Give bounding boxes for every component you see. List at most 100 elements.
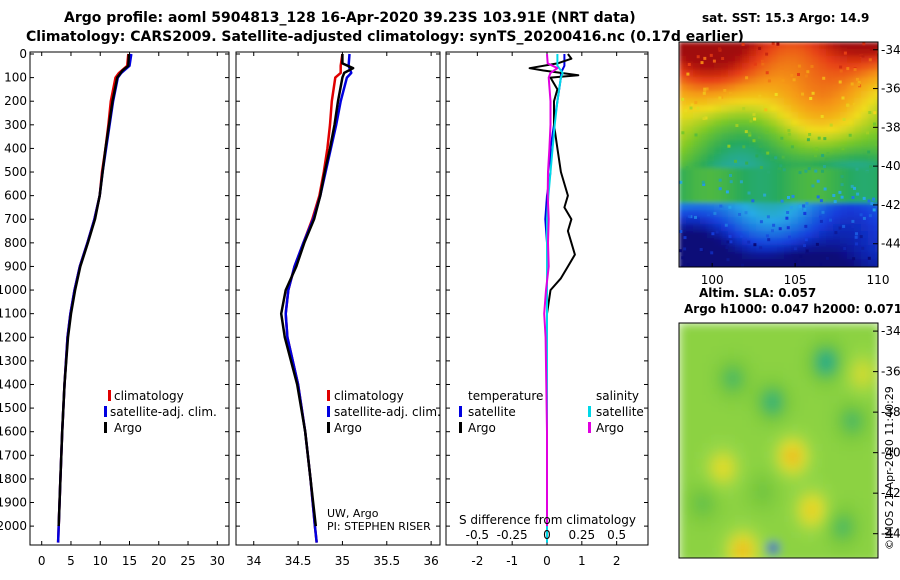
sla-cell [711,339,720,348]
sst-cell [679,252,687,260]
sst-cell [714,77,722,85]
sst-cell [749,252,757,260]
sst-cell [777,217,785,225]
legend-swatch-climatology [327,390,330,401]
sla-cell [743,323,752,332]
sla-cell [855,555,864,558]
sst-cell [714,231,722,239]
sst-cell [784,245,792,253]
sst-cell [784,217,792,225]
sst-cell [784,189,792,197]
sla-cell [871,403,878,412]
sla-cell [823,355,832,364]
sst-speckle [759,246,763,250]
sst-cell [707,63,715,71]
sst-cell [805,259,813,267]
sla-cell [751,467,760,476]
sla-cell [791,507,800,516]
sla-cell [823,347,832,356]
sst-cell [812,252,820,260]
sst-cell [847,112,855,120]
sst-speckle [717,47,721,51]
sla-cell [719,467,728,476]
sst-cell [679,133,687,141]
sla-cell [799,467,808,476]
sst-cell [868,238,876,246]
sla-cell [767,363,776,372]
sst-speckle [710,251,714,255]
sst-cell [826,63,834,71]
sla-cell [847,403,856,412]
sst-cell [742,91,750,99]
sst-speckle [857,83,860,86]
sla-cell [703,539,712,548]
sla-cell [831,555,840,558]
sla-cell [839,555,848,558]
sst-speckle [702,91,706,95]
sst-cell [707,112,715,120]
sst-cell [777,49,785,57]
sla-cell [791,339,800,348]
sla-cell [719,499,728,508]
sst-cell [826,189,834,197]
sst-cell [819,189,827,197]
sla-cell [759,387,768,396]
sst-cell [749,161,757,169]
sst-cell [770,147,778,155]
sst-cell [700,98,708,106]
sst-speckle [861,246,865,250]
sst-speckle [803,212,807,215]
sst-speckle [751,199,755,203]
sst-cell [875,147,878,155]
sst-cell [763,140,771,148]
sst-cell [861,42,869,50]
sst-cell [735,49,743,57]
sst-cell [861,105,869,113]
sst-cell [721,63,729,71]
sst-cell [707,133,715,141]
sst-cell [777,189,785,197]
sst-cell [735,217,743,225]
sst-cell [854,42,862,50]
sst-cell [833,84,841,92]
sst-speckle [851,219,855,223]
sla-cell [791,459,800,468]
sst-cell [812,126,820,134]
sla-cell [719,515,728,524]
sla-cell [743,379,752,388]
sla-cell [759,467,768,476]
sst-speckle [696,106,700,110]
sla-cell [847,459,856,468]
sst-cell [812,119,820,127]
sst-cell [854,224,862,232]
sst-cell [826,245,834,253]
sla-cell [847,323,856,332]
sst-cell [805,133,813,141]
sst-speckle [702,183,706,186]
sst-speckle [741,42,745,46]
sst-cell [707,203,715,211]
sst-speckle [766,215,770,219]
sst-cell [693,49,701,57]
sla-cell [783,467,792,476]
sst-cell [735,84,743,92]
sst-cell [840,210,848,218]
sst-cell [714,224,722,232]
sla-cell [703,547,712,556]
sst-cell [770,210,778,218]
sst-speckle [778,167,781,171]
sst-cell [700,63,708,71]
sst-speckle [815,147,819,151]
sla-cell [687,515,696,524]
sla-cell [687,451,696,460]
sst-speckle [694,215,697,219]
sst-speckle [829,123,833,127]
sst-cell [819,224,827,232]
sst-cell [791,119,799,127]
sla-cell [695,451,704,460]
sst-cell [868,126,876,134]
sst-speckle [749,119,753,123]
sla-cell [791,395,800,404]
sst-cell [742,224,750,232]
sst-cell [721,49,729,57]
